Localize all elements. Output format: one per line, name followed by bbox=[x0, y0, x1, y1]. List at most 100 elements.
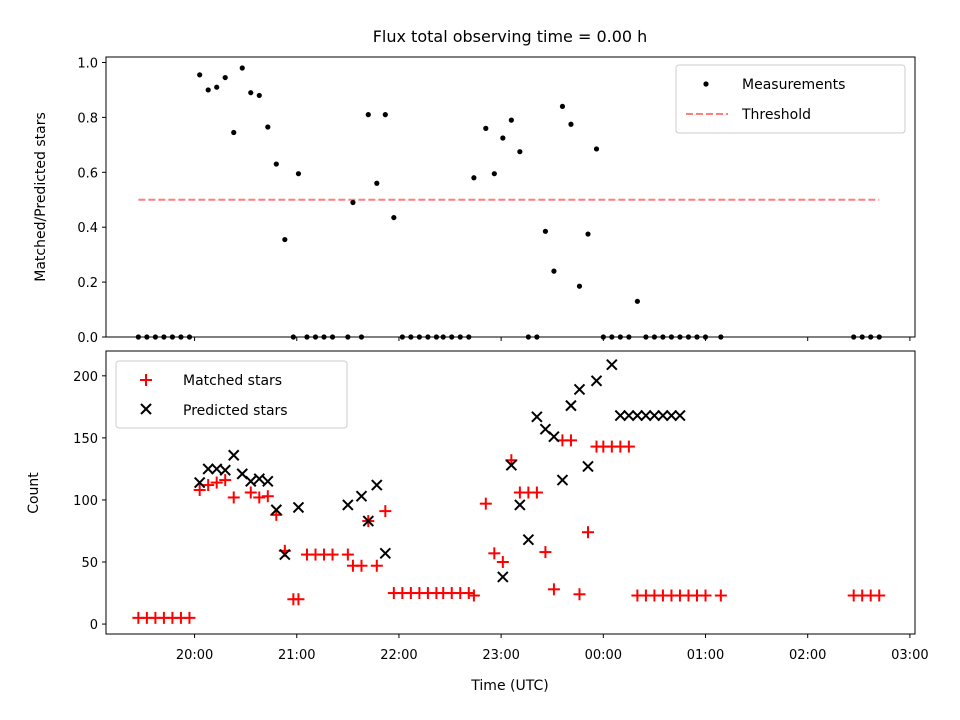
predicted-star-point bbox=[522, 533, 535, 546]
measurement-point bbox=[256, 92, 262, 99]
measurement-point bbox=[651, 334, 658, 340]
top-y-tick-label: 0.8 bbox=[77, 111, 98, 126]
predicted-star-point bbox=[514, 499, 526, 511]
bottom-legend: Matched stars Predicted stars bbox=[115, 360, 348, 429]
measurement-point bbox=[304, 334, 310, 340]
bottom-panel: 0 50 100 150 200 20:00 21:00 22:00 23:00 00:00 01… bbox=[26, 350, 929, 694]
predicted-star-point bbox=[548, 430, 560, 443]
measurement-point bbox=[634, 298, 640, 304]
top-y-tick-label: 0.6 bbox=[77, 166, 98, 181]
bottom-y-ticks: 0 50 100 150 200 bbox=[73, 370, 106, 633]
matched-star-point bbox=[219, 474, 232, 487]
measurement-point bbox=[350, 199, 356, 206]
matched-star-point bbox=[227, 491, 240, 504]
bottom-y-tick-label: 200 bbox=[73, 370, 98, 385]
predicted-star-point bbox=[657, 409, 669, 422]
top-y-axis-label: Matched/Predicted stars bbox=[33, 112, 49, 282]
measurement-point bbox=[135, 334, 141, 340]
bottom-legend-box bbox=[115, 360, 348, 429]
measurement-point bbox=[265, 124, 271, 130]
matched-star-point bbox=[581, 526, 594, 539]
matched-star-point bbox=[479, 497, 492, 510]
matched-star-point bbox=[622, 440, 635, 453]
predicted-star-point bbox=[379, 547, 392, 560]
predicted-star-point bbox=[573, 383, 586, 396]
measurement-point bbox=[152, 334, 158, 340]
top-y-ticks: 0.0 0.2 0.4 0.6 0.8 1.0 bbox=[77, 56, 106, 346]
bottom-y-tick-label: 0 bbox=[90, 618, 98, 633]
predicted-star-point bbox=[362, 515, 374, 527]
predicted-star-point bbox=[355, 490, 368, 502]
measurement-point bbox=[365, 112, 371, 118]
top-y-tick-label: 0.2 bbox=[77, 276, 98, 291]
measurement-point bbox=[868, 334, 874, 340]
measurement-point bbox=[457, 334, 463, 340]
predicted-star-point bbox=[270, 504, 283, 516]
measurement-point bbox=[559, 103, 566, 110]
matched-star-point bbox=[193, 484, 206, 497]
matched-star-point bbox=[244, 486, 257, 499]
legend-predicted-marker bbox=[140, 403, 152, 415]
predicted-star-point bbox=[614, 409, 627, 422]
measurement-point bbox=[239, 65, 245, 71]
measurement-point bbox=[859, 334, 865, 340]
measurement-point bbox=[593, 146, 600, 152]
legend-matched-marker bbox=[140, 374, 152, 386]
matched-star-point bbox=[379, 505, 392, 518]
predicted-star-point bbox=[606, 358, 618, 371]
measurement-point bbox=[551, 268, 557, 274]
measurement-point bbox=[500, 135, 506, 141]
x-tick-label: 23:00 bbox=[482, 648, 519, 663]
measurement-point bbox=[391, 214, 397, 221]
chart-title: Flux total observing time = 0.00 h bbox=[373, 27, 648, 46]
predicted-star-point bbox=[556, 474, 569, 486]
predicted-star-point bbox=[245, 475, 257, 488]
measurement-point bbox=[144, 334, 150, 340]
measurement-point bbox=[449, 334, 455, 340]
predicted-star-point bbox=[665, 409, 678, 422]
matched-star-point bbox=[292, 593, 305, 606]
measurement-point bbox=[205, 87, 211, 93]
predicted-star-point bbox=[631, 409, 644, 422]
measurement-point bbox=[321, 334, 327, 340]
top-legend: Measurements Threshold bbox=[675, 64, 906, 134]
measurement-point bbox=[617, 334, 623, 340]
matched-star-point bbox=[530, 486, 543, 499]
matched-star-point bbox=[370, 559, 383, 572]
matched-star-point bbox=[210, 476, 223, 489]
x-tick-label: 20:00 bbox=[176, 648, 213, 663]
matched-star-point bbox=[539, 546, 552, 559]
measurement-point bbox=[197, 72, 203, 78]
legend-predicted-label: Predicted stars bbox=[183, 403, 288, 419]
measurement-point bbox=[161, 334, 167, 340]
measurement-point bbox=[851, 334, 857, 340]
measurement-point bbox=[399, 334, 405, 340]
x-axis-label: Time (UTC) bbox=[470, 678, 548, 694]
matched-star-point bbox=[341, 548, 354, 561]
bottom-plot-area bbox=[105, 350, 916, 635]
matched-star-point bbox=[573, 588, 586, 601]
top-plot-area bbox=[105, 56, 916, 338]
measurement-point bbox=[290, 334, 296, 340]
matched-star-point bbox=[253, 491, 266, 504]
measurement-point bbox=[483, 125, 489, 131]
measurement-point bbox=[222, 74, 228, 81]
bottom-y-tick-label: 150 bbox=[73, 432, 98, 447]
predicted-star-point bbox=[674, 409, 686, 422]
measurement-point bbox=[186, 334, 193, 340]
top-y-tick-label: 1.0 bbox=[77, 56, 98, 71]
measurement-point bbox=[374, 180, 380, 186]
predicted-star-point bbox=[640, 409, 652, 422]
predicted-star-point bbox=[262, 475, 274, 488]
measurement-point bbox=[517, 149, 523, 155]
measurement-point bbox=[425, 334, 431, 340]
measurement-point bbox=[433, 334, 440, 340]
predicted-star-point bbox=[582, 460, 594, 473]
bottom-y-tick-label: 50 bbox=[81, 556, 98, 571]
predicted-star-point bbox=[531, 411, 543, 423]
measurement-point bbox=[576, 283, 583, 289]
predicted-star-point bbox=[590, 375, 603, 387]
measurement-point bbox=[600, 334, 606, 340]
measurement-point bbox=[876, 334, 882, 340]
